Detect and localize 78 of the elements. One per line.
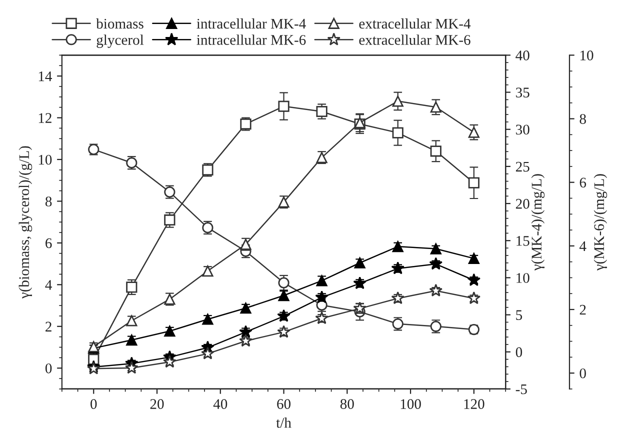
y2-tick-label: 5 xyxy=(516,310,522,320)
legend-label: intracellular MK-6 xyxy=(196,34,306,45)
x-tick-label: 80 xyxy=(340,399,354,409)
point xyxy=(316,275,328,286)
point xyxy=(430,102,442,113)
y2-tick-label: 0 xyxy=(516,347,522,358)
x-axis-title: t/h xyxy=(276,417,292,428)
y3-axis-title: γ(MK-6)/(mg/L) xyxy=(594,174,608,271)
y-tick-label: 0 xyxy=(45,363,52,374)
point xyxy=(468,126,480,138)
point xyxy=(278,277,290,288)
x-tick-label: 60 xyxy=(277,399,291,409)
point xyxy=(201,346,214,360)
legend-label: extracellular MK-6 xyxy=(359,34,470,45)
point xyxy=(163,355,176,368)
point xyxy=(278,100,290,112)
y2-tick-label: 30 xyxy=(516,124,530,135)
x-tick-label: 40 xyxy=(213,399,228,409)
y-axis-title: γ(biomass, glycerol)/(g/L) xyxy=(18,146,32,299)
legend-label: biomass xyxy=(96,18,144,29)
point xyxy=(429,284,443,296)
y-tick-label: 10 xyxy=(38,154,52,165)
y2-tick-label: 35 xyxy=(516,88,530,98)
legend-label: intracellular MK-4 xyxy=(196,18,306,29)
point xyxy=(353,276,366,290)
point xyxy=(277,309,290,322)
x-tick-label: 0 xyxy=(90,399,97,409)
y-tick-label: 12 xyxy=(38,113,52,123)
y-tick-label: 6 xyxy=(46,238,52,248)
y3-tick-label: 4 xyxy=(579,241,586,251)
point xyxy=(468,177,480,188)
point xyxy=(430,243,442,254)
x-tick-label: 120 xyxy=(464,399,484,409)
point xyxy=(392,127,404,138)
point xyxy=(468,252,480,264)
point xyxy=(277,325,290,338)
y2-tick-label: 20 xyxy=(516,198,530,209)
point xyxy=(430,146,442,157)
y3-tick-label: 0 xyxy=(580,368,586,378)
point xyxy=(239,325,252,338)
point xyxy=(240,302,252,314)
point xyxy=(391,291,404,304)
point xyxy=(202,265,214,277)
point xyxy=(467,273,481,286)
point xyxy=(125,361,138,374)
point xyxy=(126,282,138,293)
point xyxy=(392,96,404,107)
point xyxy=(164,326,176,337)
point xyxy=(126,315,138,326)
x-tick-label: 100 xyxy=(400,399,421,409)
point xyxy=(239,334,252,347)
y2-tick-label: 10 xyxy=(516,273,530,283)
point xyxy=(315,290,328,304)
y2-tick-label: 15 xyxy=(516,236,530,246)
point xyxy=(126,334,138,346)
point xyxy=(467,291,481,304)
y2-tick-label: 25 xyxy=(516,162,530,172)
y2-axis-title: γ(MK-4)/(mg/L) xyxy=(531,174,545,271)
y3-tick-label: 6 xyxy=(580,178,586,188)
y3-tick-label: 2 xyxy=(580,304,586,315)
y-tick-label: 4 xyxy=(45,280,52,290)
point xyxy=(391,262,404,274)
point xyxy=(392,240,404,252)
y2-tick-label: -5 xyxy=(516,384,527,394)
x-tick-label: 20 xyxy=(150,399,164,409)
legend-label: extracellular MK-4 xyxy=(359,18,471,29)
y2-tick-label: 40 xyxy=(516,50,530,60)
y3-tick-label: 8 xyxy=(580,114,586,124)
point xyxy=(354,257,366,268)
point xyxy=(278,290,290,302)
y-tick-label: 14 xyxy=(38,71,52,82)
point xyxy=(429,257,443,270)
y3-tick-label: 10 xyxy=(580,50,594,60)
legend-label: glycerol xyxy=(96,34,144,48)
y-tick-label: 2 xyxy=(46,322,52,332)
point xyxy=(202,314,214,325)
point xyxy=(315,311,328,324)
y-tick-label: 8 xyxy=(45,196,52,206)
